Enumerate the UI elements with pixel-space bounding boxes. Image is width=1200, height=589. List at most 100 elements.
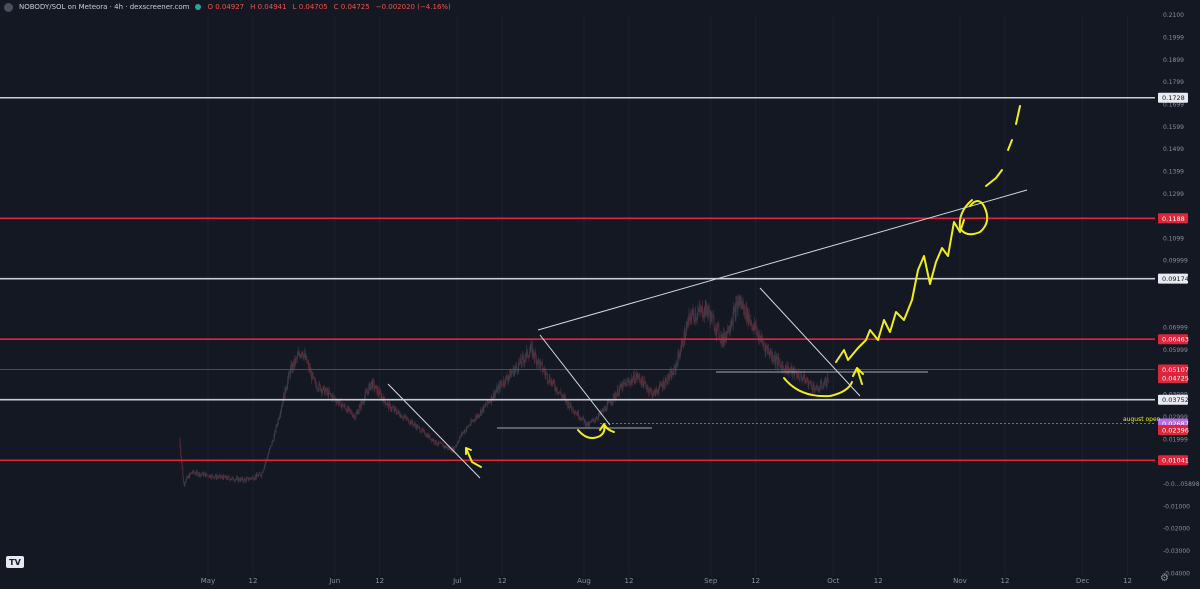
candle-body: [804, 374, 806, 383]
candle-body: [426, 434, 428, 437]
candle-body: [391, 407, 393, 410]
candle-body: [458, 441, 460, 443]
candle-body: [408, 422, 410, 424]
candle-body: [393, 407, 395, 411]
candle-body: [726, 331, 728, 334]
candle-body: [291, 364, 293, 372]
candle-body: [478, 415, 480, 417]
candle-body: [819, 383, 821, 389]
candle-body: [612, 401, 614, 404]
candle-body: [210, 477, 212, 479]
candle-body: [772, 353, 774, 361]
candle-body: [467, 426, 468, 427]
candle-body: [294, 359, 296, 366]
tradingview-logo-icon[interactable]: TV: [6, 556, 24, 568]
candle-body: [536, 360, 538, 365]
candle-body: [612, 394, 614, 402]
candle-body: [268, 449, 270, 453]
candle-body: [283, 394, 285, 403]
candle-body: [240, 478, 242, 480]
candle-body: [647, 387, 649, 389]
candle-body: [696, 317, 698, 319]
candle-body: [628, 380, 630, 382]
candle-body: [411, 420, 413, 425]
candle-body: [405, 417, 407, 419]
candle-body: [507, 377, 509, 381]
candle-body: [221, 476, 223, 478]
candle-body: [419, 427, 421, 432]
candle-body: [458, 438, 460, 442]
candle-body: [304, 353, 306, 359]
candle-body: [823, 382, 825, 385]
candle-body: [643, 379, 645, 388]
candle-body: [621, 384, 623, 390]
candle-body: [471, 420, 473, 422]
candle-body: [398, 410, 400, 413]
candle-body: [261, 472, 263, 477]
candle-body: [827, 377, 829, 382]
candle-body: [661, 385, 663, 388]
candle-body: [340, 399, 342, 408]
candle-body: [425, 435, 427, 437]
time-tick-label: 12: [498, 577, 507, 585]
candle-body: [661, 385, 663, 386]
candle-body: [442, 444, 444, 448]
settings-gear-icon[interactable]: ⚙: [1160, 573, 1169, 584]
candle-body: [463, 431, 465, 433]
candle-body: [503, 380, 505, 385]
candle-body: [546, 373, 547, 374]
candle-body: [227, 476, 229, 480]
candle-body: [709, 314, 711, 323]
candle-body: [648, 391, 650, 393]
candle-body: [658, 388, 660, 393]
candle-body: [755, 325, 757, 330]
candle-body: [498, 384, 500, 387]
candle-body: [812, 384, 814, 390]
candle-body: [537, 358, 539, 365]
candle-body: [205, 473, 207, 477]
candle-body: [570, 402, 572, 408]
candle-body: [450, 447, 451, 451]
candle-body: [782, 365, 784, 367]
price-tick-label: 0.1599: [1163, 124, 1184, 131]
candle-body: [366, 391, 368, 393]
candle-body: [267, 454, 269, 458]
july-downtrend-line[interactable]: [539, 334, 611, 426]
candle-body: [690, 317, 692, 321]
price-level-tag: [1158, 394, 1188, 405]
september-downtrend-line[interactable]: [759, 287, 861, 397]
candle-body: [244, 478, 246, 480]
candle-body: [708, 308, 710, 315]
candle-body: [826, 384, 827, 387]
candle-body: [467, 426, 469, 427]
candle-body: [505, 376, 507, 385]
candle-body: [751, 323, 753, 325]
price-tick-label: -0.0...05898: [1163, 481, 1200, 488]
candle-body: [477, 414, 479, 417]
candle-body: [529, 350, 531, 353]
candle-body: [645, 383, 647, 387]
candle-body: [653, 391, 654, 396]
candle-body: [307, 362, 309, 364]
candle-body: [298, 352, 300, 355]
candle-body: [400, 414, 402, 418]
candle-body: [372, 380, 374, 389]
candle-body: [817, 386, 819, 390]
candle-body: [465, 430, 466, 432]
june-downtrend-line[interactable]: [387, 383, 481, 479]
candle-body: [731, 321, 733, 326]
candle-body: [759, 339, 761, 342]
candle-body: [785, 364, 787, 373]
rising-resistance-trendline[interactable]: [537, 189, 1028, 331]
candle-body: [319, 384, 321, 391]
candle-body: [397, 410, 399, 413]
time-axis[interactable]: May 12 Jun 12 Jul 12 Aug 12 Sep 12 Oct 12 Nov 12 Dec 12: [201, 577, 1132, 585]
candle-body: [246, 477, 248, 479]
candle-body: [755, 325, 757, 333]
candle-body: [237, 477, 239, 482]
candle-body: [309, 367, 311, 373]
candle-body: [734, 307, 735, 309]
candle-body: [602, 409, 604, 412]
candle-body: [394, 407, 396, 411]
